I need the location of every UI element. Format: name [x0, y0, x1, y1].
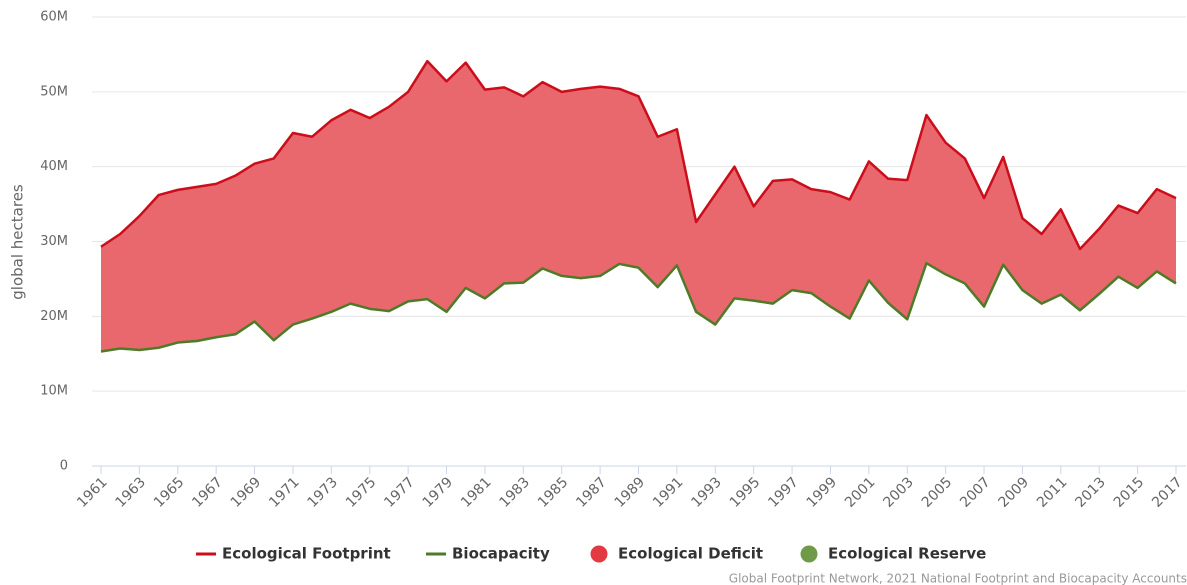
- x-tick-label: 1973: [304, 474, 341, 511]
- legend-dot: [800, 545, 818, 563]
- x-tick-label: 1965: [151, 474, 188, 511]
- legend-label: Ecological Footprint: [222, 545, 391, 563]
- x-tick-label: 1997: [765, 474, 802, 511]
- y-tick-label: 30M: [40, 234, 68, 249]
- y-tick-label: 20M: [40, 309, 68, 324]
- deficit-area: [101, 61, 1176, 352]
- x-tick-label: 1993: [688, 474, 725, 511]
- x-tick-label: 1981: [458, 474, 495, 511]
- x-tick-label: 2015: [1111, 474, 1148, 511]
- x-tick-label: 1969: [228, 474, 265, 511]
- y-tick-label: 0: [60, 459, 68, 474]
- y-axis-label: global hectares: [9, 184, 27, 300]
- x-tick-label: 2009: [996, 474, 1033, 511]
- x-tick-label: 1983: [496, 474, 533, 511]
- x-tick-label: 1995: [727, 474, 764, 511]
- x-tick-label: 1971: [266, 474, 303, 511]
- y-tick-label: 50M: [40, 84, 68, 99]
- legend-label: Biocapacity: [452, 545, 550, 563]
- y-tick-label: 40M: [40, 159, 68, 174]
- legend-label: Ecological Reserve: [828, 545, 986, 563]
- x-tick-label: 2017: [1149, 474, 1186, 511]
- legend-label: Ecological Deficit: [618, 545, 763, 563]
- x-tick-label: 2011: [1034, 474, 1071, 511]
- x-tick-label: 1985: [535, 474, 572, 511]
- x-tick-label: 1991: [650, 474, 687, 511]
- x-tick-label: 2003: [880, 474, 917, 511]
- x-tick-label: 2013: [1072, 474, 1109, 511]
- legend-dot: [590, 545, 608, 563]
- x-tick-label: 1999: [804, 474, 841, 511]
- x-tick-label: 1979: [420, 474, 457, 511]
- y-tick-label: 10M: [40, 384, 68, 399]
- x-tick-label: 1975: [343, 474, 380, 511]
- y-tick-label: 60M: [40, 10, 68, 25]
- x-tick-label: 1967: [189, 474, 226, 511]
- x-tick-label: 1963: [113, 474, 150, 511]
- x-tick-label: 1989: [612, 474, 649, 511]
- source: Global Footprint Network, 2021 National …: [729, 572, 1187, 585]
- x-tick-label: 2005: [919, 474, 956, 511]
- x-tick-label: 1987: [573, 474, 610, 511]
- x-tick-label: 2001: [842, 474, 879, 511]
- x-tick-label: 1961: [74, 474, 111, 511]
- x-tick-label: 1977: [381, 474, 418, 511]
- x-tick-label: 2007: [957, 474, 994, 511]
- series-line: [100, 261, 1177, 353]
- series-line: [100, 59, 1177, 251]
